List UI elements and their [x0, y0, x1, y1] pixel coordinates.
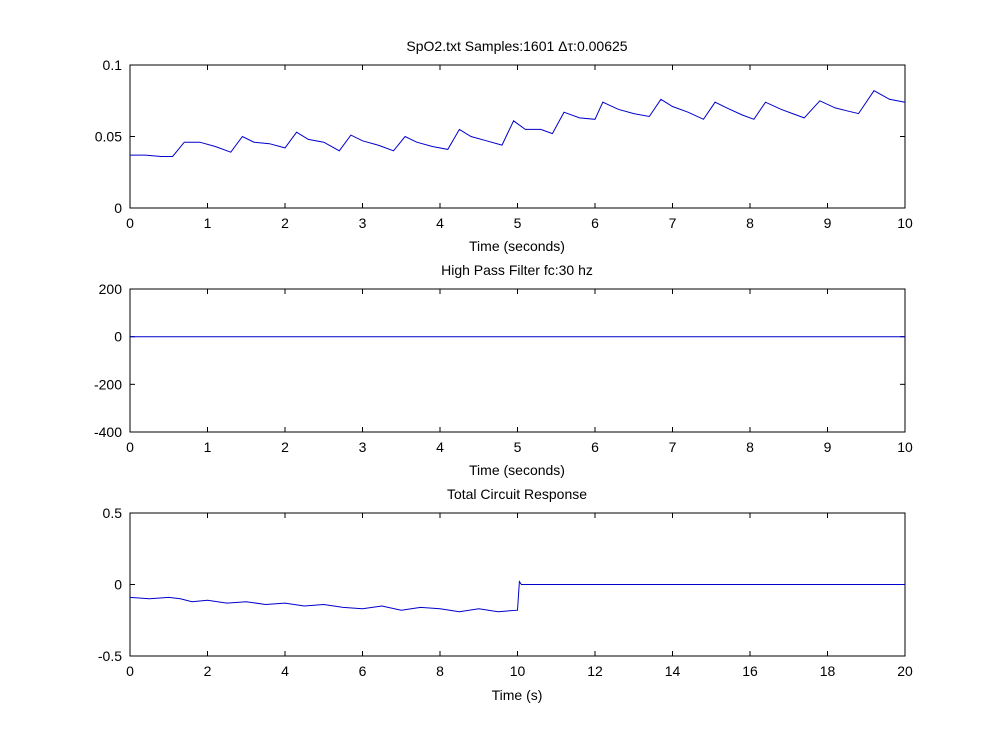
- subplot-top-axes-box: [129, 64, 906, 209]
- x-tick-label: 8: [436, 663, 444, 679]
- x-tick-label: 1: [204, 215, 212, 231]
- x-tick-label: 8: [746, 439, 754, 455]
- subplot-middle-axes-box: [129, 288, 906, 433]
- x-tick-label: 7: [669, 439, 677, 455]
- y-tick-label: 0: [114, 329, 122, 345]
- y-tick-label: -400: [94, 424, 122, 440]
- x-tick-label: 10: [897, 215, 913, 231]
- subplot-middle-title: High Pass Filter fc:30 hz: [441, 262, 593, 278]
- y-tick-label: 0.05: [95, 129, 122, 145]
- y-tick-label: 0: [114, 577, 122, 593]
- x-tick-label: 5: [514, 439, 522, 455]
- y-tick-label: 0.1: [103, 57, 123, 73]
- subplot-bottom: Total Circuit Response 0 2 4 6 8 10 12 14 16 18 20…: [98, 486, 913, 703]
- subplot-middle: High Pass Filter fc:30 hz 0 1 2 3 4 5 6 7 8 9 10 -4…: [94, 262, 913, 478]
- x-tick-label: 8: [746, 215, 754, 231]
- y-tick-label: -0.5: [98, 648, 122, 664]
- subplot-bottom-ticks: 0 2 4 6 8 10 12 14 16 18 20-0.500.5: [98, 505, 913, 679]
- x-tick-label: 2: [281, 439, 289, 455]
- x-tick-label: 9: [824, 439, 832, 455]
- x-tick-label: 0: [126, 215, 134, 231]
- subplot-top-series-line: [130, 90, 906, 157]
- subplot-bottom-series-line: [129, 580, 905, 613]
- x-tick-label: 20: [897, 663, 913, 679]
- x-tick-label: 1: [204, 439, 212, 455]
- x-tick-label: 4: [281, 663, 289, 679]
- y-tick-label: -200: [94, 376, 122, 392]
- subplot-bottom-xlabel: Time (s): [492, 687, 543, 703]
- x-tick-label: 6: [359, 663, 367, 679]
- x-tick-label: 9: [824, 215, 832, 231]
- subplot-top-xlabel: Time (seconds): [469, 238, 565, 254]
- x-tick-label: 16: [742, 663, 758, 679]
- x-tick-label: 2: [204, 663, 212, 679]
- y-tick-label: 200: [99, 281, 123, 297]
- subplot-bottom-title: Total Circuit Response: [447, 486, 587, 502]
- x-tick-label: 2: [281, 215, 289, 231]
- subplot-middle-xlabel: Time (seconds): [469, 462, 565, 478]
- x-tick-label: 10: [897, 439, 913, 455]
- x-tick-label: 3: [359, 439, 367, 455]
- x-tick-label: 7: [669, 215, 677, 231]
- subplot-top: SpO2.txt Samples:1601 Δτ:0.00625 0 1 2 3 4 5 6…: [95, 38, 913, 254]
- x-tick-label: 4: [436, 439, 444, 455]
- subplot-middle-ticks: 0 1 2 3 4 5 6 7 8 9 10 -400 -200 0 200: [94, 281, 913, 455]
- x-tick-label: 0: [126, 663, 134, 679]
- subplot-top-title: SpO2.txt Samples:1601 Δτ:0.00625: [406, 38, 627, 54]
- subplot-top-ticks: 0 1 2 3 4 5 6 7 8 9 10 0 0.05 0.1: [95, 57, 913, 231]
- y-tick-label: 0: [114, 200, 122, 216]
- y-tick-label: 0.5: [103, 505, 123, 521]
- x-tick-label: 5: [514, 215, 522, 231]
- x-tick-label: 4: [436, 215, 444, 231]
- x-tick-label: 6: [591, 215, 599, 231]
- x-tick-label: 18: [820, 663, 836, 679]
- x-tick-label: 3: [359, 215, 367, 231]
- x-tick-label: 14: [665, 663, 681, 679]
- x-tick-label: 12: [587, 663, 603, 679]
- x-tick-label: 10: [510, 663, 526, 679]
- x-tick-label: 6: [591, 439, 599, 455]
- x-tick-label: 0: [126, 439, 134, 455]
